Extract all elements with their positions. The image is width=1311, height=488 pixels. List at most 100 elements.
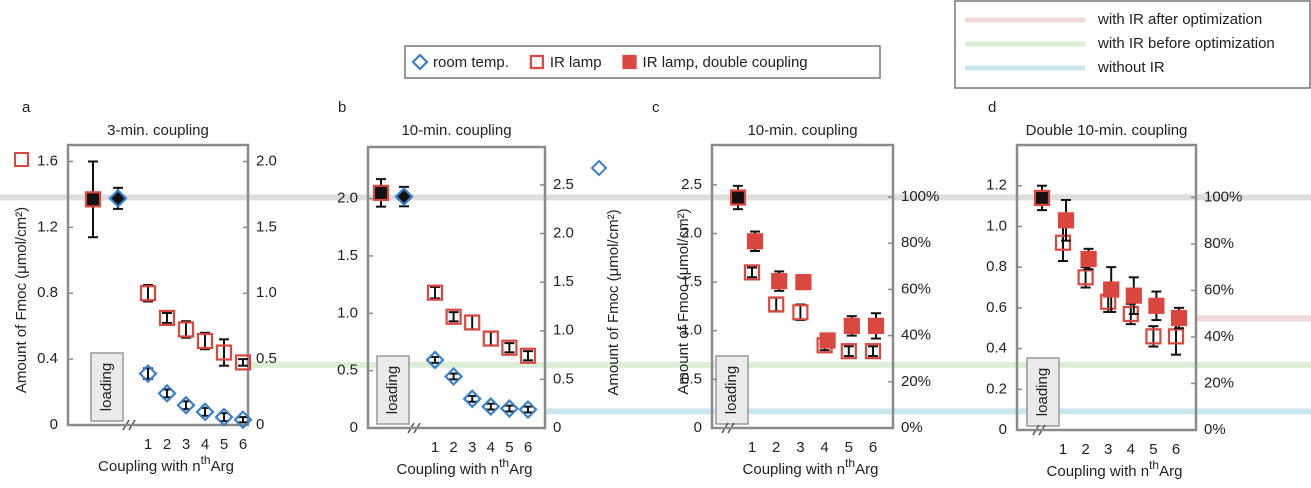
data-point [1033,189,1051,207]
marker-legend-box [404,45,881,79]
y-tick-label: 2.5 [681,176,702,193]
data-point [139,285,157,302]
y-tick-label: 0.2 [986,380,1007,397]
error-bar [219,412,229,423]
y2-tick-label: 80% [1204,235,1234,252]
data-point [138,364,158,384]
x-tick-label: loading [98,363,115,411]
error-bar [200,331,210,351]
data-point [518,399,538,420]
y2-tick-label: 40% [1204,328,1234,345]
data-point [108,188,128,208]
data-point [1145,328,1162,345]
x-tick-label: 4 [1127,441,1135,458]
x-axis-label: Coupling with nthArg [743,456,879,478]
data-point [444,366,464,387]
data-point [864,343,882,360]
y2-axis-label: Amount of Fmoc (μmol/cm²) [605,209,622,395]
data-point [499,398,519,419]
legend-marker [622,54,637,70]
error-bar [485,330,496,347]
error-bar [238,358,248,367]
y2-tick-label: 0.5 [553,370,574,387]
y2-tick-label: 2.0 [256,152,277,169]
data-point [768,296,785,313]
data-point [519,347,537,364]
data-point [1103,281,1120,298]
x-axis-label: Coupling with nthArg [397,456,533,478]
data-point [394,187,414,207]
data-point [501,339,518,356]
x-tick-label: 4 [201,436,209,453]
x-tick-label: 5 [505,439,513,456]
data-point [426,284,444,301]
data-point [464,314,481,331]
data-point [1080,250,1097,268]
y2-tick-label: 20% [1204,374,1234,391]
data-point [1057,212,1075,229]
data-point [1077,269,1094,286]
x-axis-label-part: th [1149,458,1159,472]
y2-tick-label: 40% [901,327,931,344]
error-bar [430,285,440,300]
y2-tick-label: 0% [1204,421,1226,438]
y2-tick-label: 0% [901,419,923,436]
data-point [445,308,462,325]
x-axis-label-part: Coupling with n [98,458,201,475]
data-point [234,354,252,371]
data-point [1054,234,1072,251]
x-axis-label-part: Coupling with n [397,461,500,478]
error-bar [448,372,459,381]
axis-symbol [14,152,29,167]
data-point [214,407,234,427]
y2-tick-label: 1.5 [553,273,574,290]
data-point [729,189,747,206]
x-tick-label: 3 [796,439,804,456]
y-tick-label: 2.0 [337,190,358,207]
error-bar [467,394,478,403]
y2-tick-label: 60% [901,280,931,297]
data-point [157,383,177,403]
data-point [176,395,196,415]
legend-marker [411,53,429,71]
x-axis-label-part: Coupling with n [743,461,846,478]
x-tick-label: loading [1034,368,1051,416]
data-point [196,332,214,350]
error-bar [843,345,854,358]
x-axis-label-part: Arg [1159,463,1182,480]
error-bar [523,350,533,362]
x-tick-label: 1 [748,439,756,456]
data-point [233,410,253,430]
error-bar [467,314,478,331]
panel-label: d [988,99,996,116]
error-bar [868,345,878,358]
legend-label: with IR before optimization [1097,35,1275,52]
x-axis-label-part: th [201,453,211,467]
error-bar [181,320,191,339]
plot-frame [1015,143,1198,432]
loading-box [376,355,410,425]
data-point [1170,309,1188,327]
x-tick-label: 3 [1104,441,1112,458]
x-axis-label-part: Arg [509,461,532,478]
y-tick-label: 0.5 [681,370,702,387]
error-bar [504,342,515,354]
x-axis-label-part: Arg [211,458,234,475]
y-tick-label: 1.5 [681,273,702,290]
x-axis-label-part: th [845,456,855,470]
data-point [462,389,482,409]
data-point [743,264,761,281]
legend-label: with IR after optimization [1097,11,1262,28]
y-tick-label: 0.8 [986,258,1007,275]
loading-box [715,355,749,425]
plot-frame [66,143,250,427]
y2-tick-label: 1.5 [256,218,277,235]
legend-marker [529,54,544,70]
x-tick-label: 2 [163,436,171,453]
x-tick-label: 6 [239,436,247,453]
data-point [771,273,788,290]
data-point [195,402,215,422]
y-tick-label: 0.6 [986,299,1007,316]
y-tick-label: 0.4 [986,340,1007,357]
